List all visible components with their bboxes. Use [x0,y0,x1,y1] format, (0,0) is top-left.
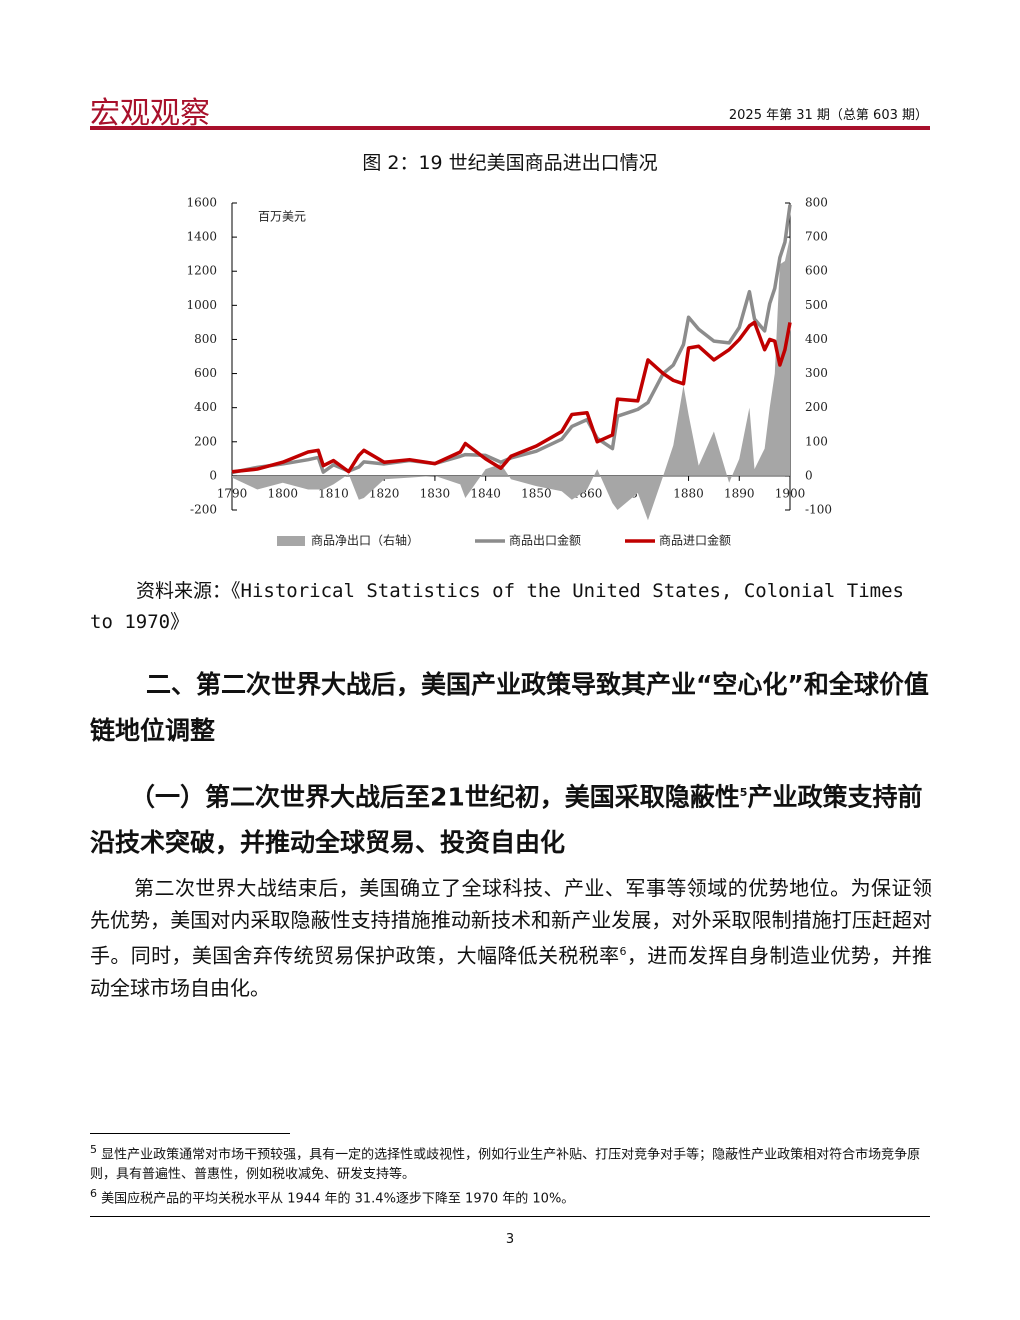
y-tick-label: 800 [194,332,217,346]
y-tick-label: 400 [194,400,217,414]
y2-tick-label: -100 [805,503,832,517]
legend-swatch [277,536,305,546]
x-tick-label: 1800 [267,486,298,500]
x-tick-label: 1840 [470,486,501,500]
x-tick-label: 1830 [420,486,451,500]
y-tick-label: 600 [194,366,217,380]
y-tick-label: 1400 [186,230,217,244]
chart: -200 0 200 400 600 800 1000 1200 1400 1600 -100 0 10… [186,196,832,548]
y-tick-label: 1600 [186,196,217,210]
y2-tick-label: 700 [805,230,828,244]
line [231,320,792,474]
footnote-ref: 6 [619,945,627,958]
footnote-mark: 6 [90,1187,97,1200]
y-tick-label: 1000 [186,298,217,312]
y2-tick-label: 300 [805,366,828,380]
text: 第二次世界大战结束后，美国确立了全球科技、产业、军事等领域的优势地位。为保证领先… [90,876,932,968]
text: （一）第二次世界大战后至21世纪初，美国采取隐蔽性 [130,782,740,812]
paragraph: 第二次世界大战结束后，美国确立了全球科技、产业、军事等领域的优势地位。为保证领先… [90,872,932,1004]
footnote: 5 显性产业政策通常对市场干预较强，具有一定的选择性或歧视性，例如行业生产补贴、… [90,1140,930,1185]
y2-tick-label: 800 [805,196,828,210]
footnote-text: 显性产业政策通常对市场干预较强，具有一定的选择性或歧视性，例如行业生产补贴、打压… [90,1147,921,1183]
y-tick-label: 200 [194,434,217,448]
source: 资料来源：《Historical Statistics of the Unite… [90,580,904,633]
y2-tick-label: 200 [805,400,828,414]
legend-label: 商品出口金额 [509,533,581,548]
y-tick-label: -200 [190,503,217,517]
legend-label: 商品净出口（右轴） [311,533,419,548]
y2-tick-label: 400 [805,332,828,346]
footnote-rule [90,1133,290,1134]
issue: 2025 年第 31 期（总第 603 期） [728,108,928,123]
y-axis-label: 百万美元 [258,210,306,224]
y-tick-label: 0 [209,468,217,482]
page-number: 3 [505,1232,515,1247]
header-rule [90,126,930,130]
heading: 二、第二次世界大战后，美国产业政策导致其产业“空心化”和全球价值链地位调整 [90,670,929,745]
y-tick-label: 1200 [186,264,217,278]
x-tick-label: 1810 [318,486,349,500]
x-tick-label: 1900 [775,486,806,500]
figure-title: 图 2：19 世纪美国商品进出口情况 [362,152,658,174]
text: ，进而发挥自身制造业优势，并推动全球市场自由化。 [90,943,933,1000]
x-tick-label: 1790 [217,486,248,500]
x-tick-label: 1890 [724,486,755,500]
y2-tick-label: 100 [805,434,828,448]
footnote-text: 美国应税产品的平均关税水平从 1944 年的 31.4%逐步下降至 1970 年… [101,1191,575,1207]
legend-label: 商品进口金额 [659,533,731,548]
line [231,204,792,475]
y2-tick-label: 0 [805,468,813,482]
x-tick-label: 1850 [521,486,552,500]
footnote-mark: 5 [90,1143,97,1156]
y2-tick-label: 500 [805,298,828,312]
y2-tick-label: 600 [805,264,828,278]
x-tick-label: 1880 [673,486,704,500]
brand: 宏观观察 [90,96,210,131]
bottom-rule [90,1216,930,1217]
footnote-ref: 5 [739,786,748,799]
text: 产业政策支持前沿技术突破，并推动全球贸易、投资自由化 [90,782,923,858]
x-tick-label: 1820 [369,486,400,500]
subheading: （一）第二次世界大战后至21世纪初，美国采取隐蔽性5产业政策支持前沿技术突破，并… [90,770,930,866]
area [232,237,790,521]
footnote: 6 美国应税产品的平均关税水平从 1944 年的 31.4%逐步下降至 1970… [90,1184,930,1209]
